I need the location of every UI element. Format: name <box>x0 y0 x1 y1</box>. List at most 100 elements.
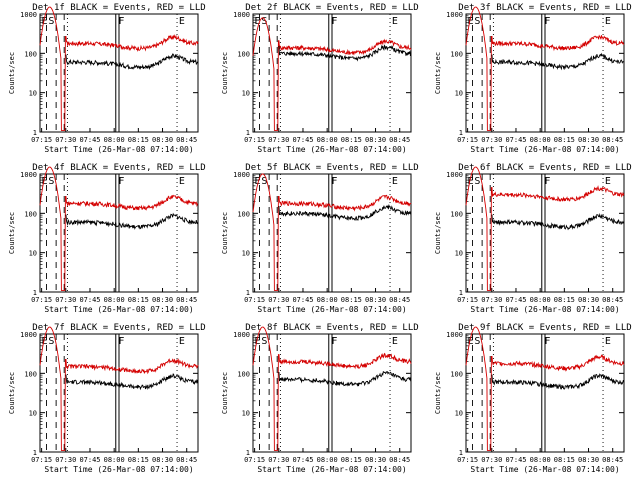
x-tick-label: 07:15 <box>457 456 478 464</box>
y-axis-label: Counts/sec <box>221 212 229 254</box>
y-axis-label: Counts/sec <box>434 372 442 414</box>
marker-label: F <box>544 336 550 347</box>
y-tick-label: 1 <box>246 129 250 137</box>
x-tick-label: 08:30 <box>152 136 173 144</box>
x-tick-label: 08:45 <box>602 136 623 144</box>
x-tick-label: 08:15 <box>554 296 575 304</box>
chart-title: Det 5f BLACK = Events, RED = LLD <box>245 163 418 173</box>
series-line-events <box>491 373 625 390</box>
x-tick-label: 07:15 <box>457 136 478 144</box>
y-tick-label: 100 <box>237 50 250 58</box>
x-axis-label: Start Time (26-Mar-08 07:14:00) <box>257 145 406 154</box>
x-tick-label: 07:30 <box>55 136 76 144</box>
x-axis-label: Start Time (26-Mar-08 07:14:00) <box>257 465 406 474</box>
x-tick-label: 08:15 <box>128 136 149 144</box>
series-line-events <box>491 212 625 231</box>
y-tick-label: 10 <box>455 90 463 98</box>
x-tick-label: 07:15 <box>31 456 52 464</box>
y-tick-label: 100 <box>237 210 250 218</box>
y-tick-label: 1 <box>33 449 37 457</box>
chart-title: Det 9f BLACK = Events, RED = LLD <box>458 323 631 333</box>
series-line-events <box>278 370 412 387</box>
series-line-lld <box>465 6 625 131</box>
chart-title: Det 8f BLACK = Events, RED = LLD <box>245 323 418 333</box>
marker-label: E <box>179 336 185 347</box>
y-tick-label: 10 <box>455 410 463 418</box>
marker-label: F <box>331 176 337 187</box>
marker-label: E <box>392 16 398 27</box>
chart-title: Det 1f BLACK = Events, RED = LLD <box>32 3 205 13</box>
x-tick-label: 07:45 <box>79 456 100 464</box>
x-tick-label: 08:15 <box>341 296 362 304</box>
x-tick-label: 07:15 <box>244 296 265 304</box>
x-tick-label: 08:45 <box>602 296 623 304</box>
y-tick-label: 1 <box>33 129 37 137</box>
chart-title: Det 7f BLACK = Events, RED = LLD <box>32 323 205 333</box>
y-tick-label: 100 <box>24 50 37 58</box>
y-tick-label: 10 <box>29 410 37 418</box>
marker-label: E <box>41 176 47 187</box>
marker-label: E <box>392 176 398 187</box>
series-line-events <box>278 44 411 62</box>
x-tick-label: 08:45 <box>176 296 197 304</box>
x-tick-label: 07:45 <box>292 456 313 464</box>
y-tick-label: 100 <box>237 370 250 378</box>
marker-label: E <box>467 336 473 347</box>
chart-panel-4: Det 4f BLACK = Events, RED = LLD Counts/s… <box>8 163 206 314</box>
x-tick-label: 08:00 <box>104 456 125 464</box>
marker-label: F <box>331 336 337 347</box>
marker-label: S <box>261 16 267 27</box>
marker-label: E <box>41 16 47 27</box>
y-tick-label: 1000 <box>233 331 250 339</box>
y-tick-label: 1 <box>246 449 250 457</box>
y-tick-label: 1 <box>33 289 37 297</box>
y-tick-label: 1000 <box>20 171 37 179</box>
marker-label: F <box>544 176 550 187</box>
marker-label: F <box>118 16 124 27</box>
x-tick-label: 08:00 <box>104 136 125 144</box>
chart-panel-2: Det 2f BLACK = Events, RED = LLD Counts/s… <box>221 3 419 154</box>
y-tick-label: 10 <box>242 250 250 258</box>
marker-label: E <box>605 16 611 27</box>
y-tick-label: 1000 <box>446 11 463 19</box>
x-tick-label: 08:00 <box>530 136 551 144</box>
chart-title: Det 4f BLACK = Events, RED = LLD <box>32 163 205 173</box>
x-tick-label: 07:15 <box>244 456 265 464</box>
x-tick-label: 08:00 <box>317 296 338 304</box>
y-tick-label: 100 <box>450 210 463 218</box>
marker-label: E <box>254 16 260 27</box>
y-tick-label: 1 <box>246 289 250 297</box>
marker-label: E <box>605 176 611 187</box>
x-axis-label: Start Time (26-Mar-08 07:14:00) <box>470 305 619 314</box>
marker-label: F <box>118 336 124 347</box>
series-line-lld <box>252 173 412 291</box>
y-axis-label: Counts/sec <box>8 372 16 414</box>
x-tick-label: 08:15 <box>341 136 362 144</box>
series-line-lld <box>39 326 199 451</box>
x-tick-label: 07:30 <box>481 136 502 144</box>
x-tick-label: 07:15 <box>31 296 52 304</box>
y-axis-label: Counts/sec <box>8 52 16 94</box>
chart-panel-6: Det 6f BLACK = Events, RED = LLD Counts/s… <box>434 163 632 314</box>
x-tick-label: 08:45 <box>389 456 410 464</box>
marker-label: S <box>261 176 267 187</box>
x-tick-label: 07:45 <box>79 136 100 144</box>
x-tick-label: 08:00 <box>317 456 338 464</box>
marker-label: E <box>392 336 398 347</box>
x-tick-label: 08:45 <box>176 456 197 464</box>
series-line-lld <box>252 326 412 451</box>
series-line-events <box>65 212 199 230</box>
y-tick-label: 100 <box>24 370 37 378</box>
x-tick-label: 07:45 <box>292 136 313 144</box>
x-axis-label: Start Time (26-Mar-08 07:14:00) <box>470 145 619 154</box>
x-tick-label: 08:30 <box>152 296 173 304</box>
series-line-lld <box>39 166 198 291</box>
series-line-events <box>65 373 199 391</box>
y-axis-label: Counts/sec <box>8 212 16 254</box>
chart-title: Det 3f BLACK = Events, RED = LLD <box>458 3 631 13</box>
y-tick-label: 10 <box>455 250 463 258</box>
x-tick-label: 08:15 <box>128 296 149 304</box>
x-tick-label: 08:30 <box>365 136 386 144</box>
marker-label: S <box>48 336 54 347</box>
y-tick-label: 100 <box>450 370 463 378</box>
